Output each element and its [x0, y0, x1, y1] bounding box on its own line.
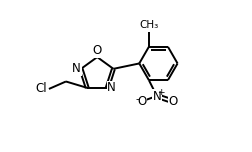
Text: CH₃: CH₃: [139, 20, 159, 30]
Text: O: O: [137, 95, 147, 108]
Text: O: O: [168, 95, 177, 108]
Text: N: N: [107, 81, 116, 94]
Text: +: +: [157, 88, 164, 97]
Text: Cl: Cl: [36, 82, 47, 95]
Text: -: -: [135, 94, 139, 104]
Text: N: N: [72, 62, 81, 75]
Text: O: O: [92, 44, 102, 57]
Text: N: N: [152, 90, 161, 102]
